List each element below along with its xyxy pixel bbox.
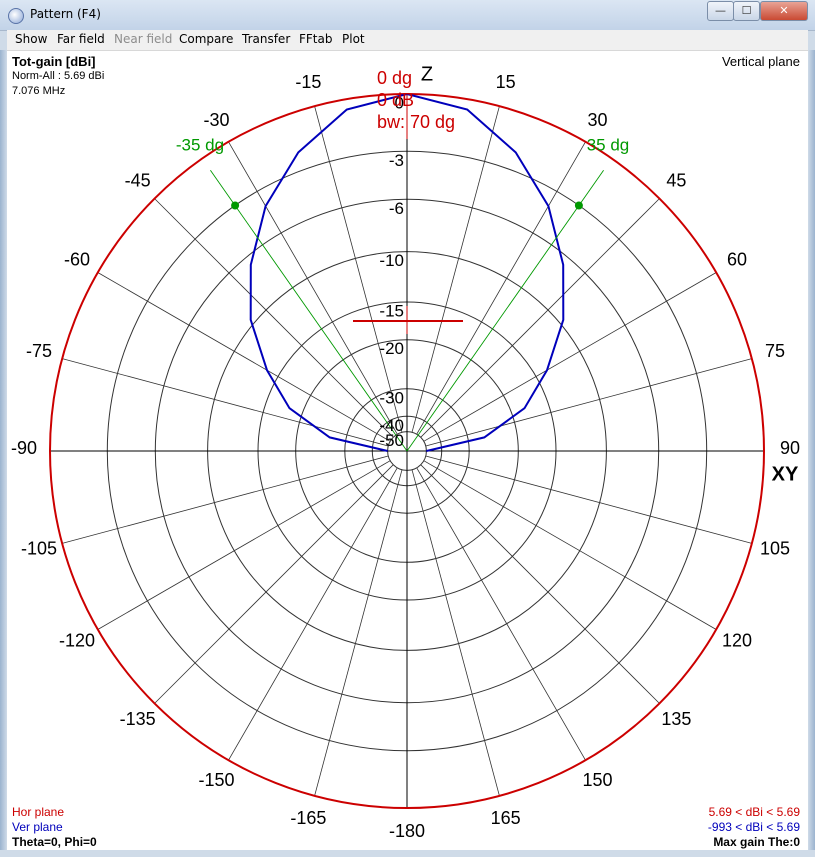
- close-button[interactable]: ✕: [760, 1, 808, 21]
- series: [49, 92, 765, 809]
- menu-far-field[interactable]: Far field: [57, 32, 105, 46]
- title-bar: Pattern (F4) — ☐ ✕: [0, 0, 815, 31]
- menu-near-field: Near field: [114, 32, 173, 46]
- minimize-button[interactable]: —: [707, 1, 734, 21]
- gain-title: Tot-gain [dBi]: [12, 54, 96, 69]
- maximize-button[interactable]: ☐: [733, 1, 760, 21]
- angle-label: 15: [496, 72, 516, 92]
- grid-spokes: [62, 106, 752, 796]
- grid-spoke: [423, 272, 717, 442]
- bw-line-left: [210, 170, 408, 452]
- grid-spoke: [420, 464, 660, 704]
- grid-spoke: [314, 106, 403, 433]
- angle-label: -45: [125, 170, 151, 190]
- angle-label: -60: [64, 249, 90, 269]
- angle-label: -30: [203, 110, 229, 130]
- beamwidth-label: bw: 70 dg: [377, 112, 455, 132]
- bw-left-label: -35 dg: [176, 135, 224, 154]
- grid-spoke: [228, 467, 398, 761]
- grid-spoke: [62, 455, 389, 544]
- ver-range-label: -993 < dBi < 5.69: [707, 820, 800, 834]
- legend-ver-plane: Ver plane: [12, 820, 63, 834]
- grid-spoke: [97, 272, 391, 442]
- grid-spoke: [314, 469, 403, 796]
- bw-marker-right: [574, 201, 583, 210]
- grid-spoke: [411, 469, 500, 796]
- angle-label: 45: [666, 170, 686, 190]
- pattern-canvas[interactable]: -15 15 -30 30 -45 45 -60 60 -75 75 -90 90 -105 105 -12…: [7, 51, 808, 850]
- grid-spoke: [228, 141, 398, 435]
- db-label: -30: [379, 388, 404, 407]
- grid-spoke: [420, 198, 660, 438]
- norm-label: Norm-All : 5.69 dBi: [12, 70, 105, 82]
- menu-bar: Show Far field Near field Compare Transf…: [7, 30, 808, 51]
- angle-label: 135: [661, 709, 691, 729]
- menu-show[interactable]: Show: [15, 32, 48, 46]
- max-db-label: 0 dB: [377, 90, 414, 110]
- angle-label: 165: [491, 808, 521, 828]
- app-icon: [8, 8, 24, 24]
- angle-label: -150: [198, 770, 234, 790]
- window-frame-left: [0, 50, 7, 857]
- grid-spoke: [425, 358, 752, 447]
- labels: -15 15-30 30-45 45-60 60-75 75-90 90-105 105-12…: [11, 63, 800, 840]
- db-label: -3: [389, 151, 404, 170]
- grid-spoke: [154, 464, 394, 704]
- menu-plot[interactable]: Plot: [342, 32, 365, 46]
- db-label: 0: [395, 93, 404, 112]
- bw-line-right: [406, 170, 604, 452]
- angle-label: 105: [760, 538, 790, 558]
- ver-plane-trace: [249, 92, 565, 452]
- angle-label: -15: [295, 72, 321, 92]
- db-label: -10: [379, 251, 404, 270]
- grid-spoke: [425, 455, 752, 544]
- window-title: Pattern (F4): [30, 7, 101, 21]
- menu-fftab[interactable]: FFtab: [299, 32, 333, 46]
- grid-spoke: [416, 141, 586, 435]
- theta-phi-label: Theta=0, Phi=0: [12, 835, 97, 849]
- angle-label: -90: [11, 438, 37, 458]
- frequency-label: 7.076 MHz: [12, 85, 66, 97]
- angle-label: -120: [59, 630, 95, 650]
- angle-label: 30: [587, 110, 607, 130]
- bw-marker-left: [231, 201, 240, 210]
- grid-spoke: [62, 358, 389, 447]
- db-label: -40: [379, 416, 404, 435]
- angle-label: 75: [765, 341, 785, 361]
- plane-label: Vertical plane: [721, 54, 800, 69]
- grid-spoke: [411, 106, 500, 433]
- grid-spoke: [423, 460, 717, 630]
- polar-plot: -15 15-30 30-45 45-60 60-75 75-90 90-105 105-12…: [11, 63, 800, 840]
- grid-spoke: [416, 467, 586, 761]
- menu-transfer[interactable]: Transfer: [242, 32, 291, 46]
- angle-label: -105: [21, 538, 57, 558]
- grid-spoke: [154, 198, 394, 438]
- db-label: -20: [379, 339, 404, 358]
- window-frame-bottom: [0, 850, 815, 857]
- angle-label: 90: [780, 438, 800, 458]
- legend-hor-plane: Hor plane: [12, 805, 65, 819]
- angle-label: 120: [722, 630, 752, 650]
- axis-z-label: Z: [421, 63, 433, 85]
- axis-xy-label: XY: [772, 463, 799, 485]
- angle-label: 150: [582, 770, 612, 790]
- angle-label: -135: [120, 709, 156, 729]
- angle-label: -180: [389, 821, 425, 841]
- menu-compare[interactable]: Compare: [179, 32, 234, 46]
- angle-label: 60: [727, 249, 747, 269]
- hor-range-label: 5.69 < dBi < 5.69: [708, 805, 800, 819]
- bw-right-label: 35 dg: [587, 135, 630, 154]
- db-label: -50: [379, 431, 404, 450]
- db-label: -6: [389, 199, 404, 218]
- db-label: -15: [379, 301, 404, 320]
- angle-label: -75: [26, 341, 52, 361]
- angle-label: -165: [290, 808, 326, 828]
- max-gain-label: Max gain The:0: [713, 835, 800, 849]
- grid-spoke: [97, 460, 391, 630]
- window-frame-right: [808, 50, 815, 857]
- max-direction-label: 0 dg: [377, 68, 412, 88]
